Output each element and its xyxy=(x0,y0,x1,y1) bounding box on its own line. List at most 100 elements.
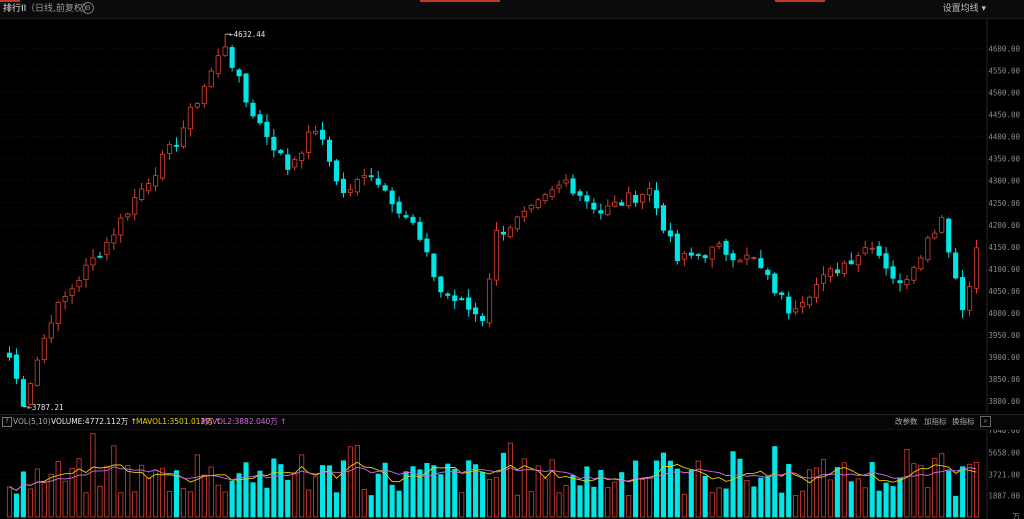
candle-up xyxy=(111,234,117,244)
volume-bar-down xyxy=(319,465,326,518)
chevron-down-icon: ▾ xyxy=(981,4,986,14)
candle-up xyxy=(939,216,945,233)
volume-bar-up xyxy=(354,444,360,518)
close-icon[interactable]: × xyxy=(980,416,991,427)
ma-settings-menu[interactable]: 设置均线 ▾ xyxy=(943,3,986,15)
volume-tick-label: 万 xyxy=(1013,512,1021,519)
candle-up xyxy=(612,201,618,207)
candle-down xyxy=(278,150,284,154)
volume-bar-up xyxy=(681,493,687,518)
candle-up xyxy=(486,278,493,324)
candle-up xyxy=(118,217,124,236)
candle-down xyxy=(173,145,180,147)
volume-bar-up xyxy=(626,495,632,518)
candle-down xyxy=(834,269,840,274)
candle-down xyxy=(424,238,430,253)
volume-bar-up xyxy=(118,492,124,518)
volume-bar-up xyxy=(215,484,221,518)
volume-bar-down xyxy=(897,477,903,518)
volume-bar-up xyxy=(83,492,89,518)
extreme-value-label: ←4632.44 xyxy=(229,30,266,39)
help-icon[interactable]: ? xyxy=(2,417,12,427)
volume-bar-down xyxy=(848,481,854,518)
candle-up xyxy=(925,237,931,261)
candle-down xyxy=(765,269,771,276)
volume-bar-down xyxy=(396,490,402,518)
volume-bar-down xyxy=(946,470,952,518)
candle-down xyxy=(848,260,854,265)
volume-bar-up xyxy=(549,459,555,518)
candle-down xyxy=(960,277,966,311)
candle-down xyxy=(674,233,680,262)
price-tick-label: 3850.00 xyxy=(988,375,1020,384)
price-grid xyxy=(2,48,984,402)
candle-up xyxy=(563,179,569,184)
volume-bar-down xyxy=(480,472,486,518)
candle-up xyxy=(751,257,757,259)
candle-down xyxy=(702,255,708,259)
volume-bar-down xyxy=(834,467,840,518)
candle-down xyxy=(577,191,583,196)
volume-bar-down xyxy=(633,460,639,518)
volume-bar-up xyxy=(521,458,527,518)
candle-up xyxy=(125,213,131,218)
volume-bar-down xyxy=(500,452,506,518)
volume-indicator-bar: ? VOL(5,10) VOLUME:4772.112万 ↑ MAVOL1:35… xyxy=(0,414,1024,430)
candle-down xyxy=(431,253,437,278)
volume-bar-down xyxy=(577,485,583,518)
candle-down xyxy=(779,292,785,295)
candle-up xyxy=(159,153,166,179)
candle-up xyxy=(201,86,207,105)
candle-down xyxy=(452,295,458,301)
volume-bar-up xyxy=(806,469,813,518)
price-tick-label: 4100.00 xyxy=(988,265,1020,274)
price-axis: 4600.00 4550.00 4500.00 4450.00 4400.00 4350.… xyxy=(986,18,1020,519)
candle-down xyxy=(229,47,235,68)
candle-down xyxy=(445,293,451,296)
volume-tick-label: 7648.00 xyxy=(988,426,1020,435)
volume-bar-up xyxy=(486,478,493,518)
candle-up xyxy=(716,243,722,247)
candle-down xyxy=(13,354,19,379)
volume-bar-up xyxy=(535,465,541,518)
add-indicator-button[interactable]: 加指标 xyxy=(924,417,947,426)
edit-params-button[interactable]: 改参数 xyxy=(895,417,918,426)
candle-down xyxy=(723,241,729,255)
mavol-series xyxy=(9,461,977,491)
candle-up xyxy=(292,159,298,168)
volume-bar-up xyxy=(6,486,13,518)
candle-down xyxy=(591,202,597,210)
candle-up xyxy=(62,295,68,303)
volume-bar-down xyxy=(257,470,263,518)
volume-bar-down xyxy=(723,488,729,518)
candle-down xyxy=(786,296,792,314)
volume-bar-down xyxy=(410,466,416,518)
price-tick-label: 4400.00 xyxy=(988,133,1020,142)
switch-indicator-button[interactable]: 换指标 xyxy=(952,417,975,426)
price-tick-label: 3950.00 xyxy=(988,331,1020,340)
volume-bar-up xyxy=(34,468,40,518)
candle-up xyxy=(911,267,917,281)
candle-down xyxy=(410,216,416,223)
gear-icon[interactable]: ⚙ xyxy=(82,2,94,14)
volume-bar-down xyxy=(452,468,458,518)
candle-up xyxy=(194,103,200,108)
candle-up xyxy=(918,257,924,270)
candle-up xyxy=(514,216,520,230)
volume-bar-down xyxy=(375,473,381,518)
volume-bar-down xyxy=(424,462,430,518)
candle-up xyxy=(862,247,868,254)
volume-bar-down xyxy=(250,482,256,518)
candle-up xyxy=(841,262,847,274)
volume-bar-up xyxy=(695,460,701,518)
volume-bar-up xyxy=(493,477,500,518)
volume-bar-down xyxy=(264,487,270,518)
candle-down xyxy=(883,253,889,269)
candle-up xyxy=(83,264,89,280)
candle-down xyxy=(438,276,444,293)
candle-up xyxy=(507,227,513,238)
volume-bar-down xyxy=(883,482,889,518)
volume-bar-up xyxy=(744,480,750,518)
volume-bar-down xyxy=(13,493,19,518)
